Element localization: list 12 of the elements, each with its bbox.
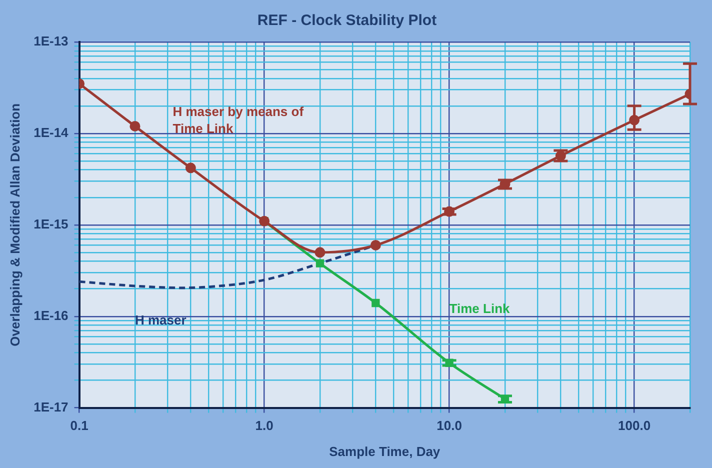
x-tick-label: 1.0 — [255, 418, 274, 434]
y-tick-label: 1E-14 — [34, 125, 70, 140]
chart-title: REF - Clock Stability Plot — [257, 12, 437, 30]
y-axis-title: Overlapping & Modified Allan Deviation — [7, 103, 22, 346]
x-axis-title: Sample Time, Day — [329, 444, 441, 459]
x-tick-label: 0.1 — [70, 418, 88, 434]
y-tick-label: 1E-17 — [34, 399, 68, 414]
x-tick-label: 100.0 — [618, 418, 651, 434]
x-tick-label: 10.0 — [436, 418, 462, 434]
y-tick-label: 1E-15 — [34, 216, 68, 232]
y-tick-label: 1E-13 — [34, 34, 68, 49]
y-tick-label: 1E-16 — [34, 308, 68, 323]
